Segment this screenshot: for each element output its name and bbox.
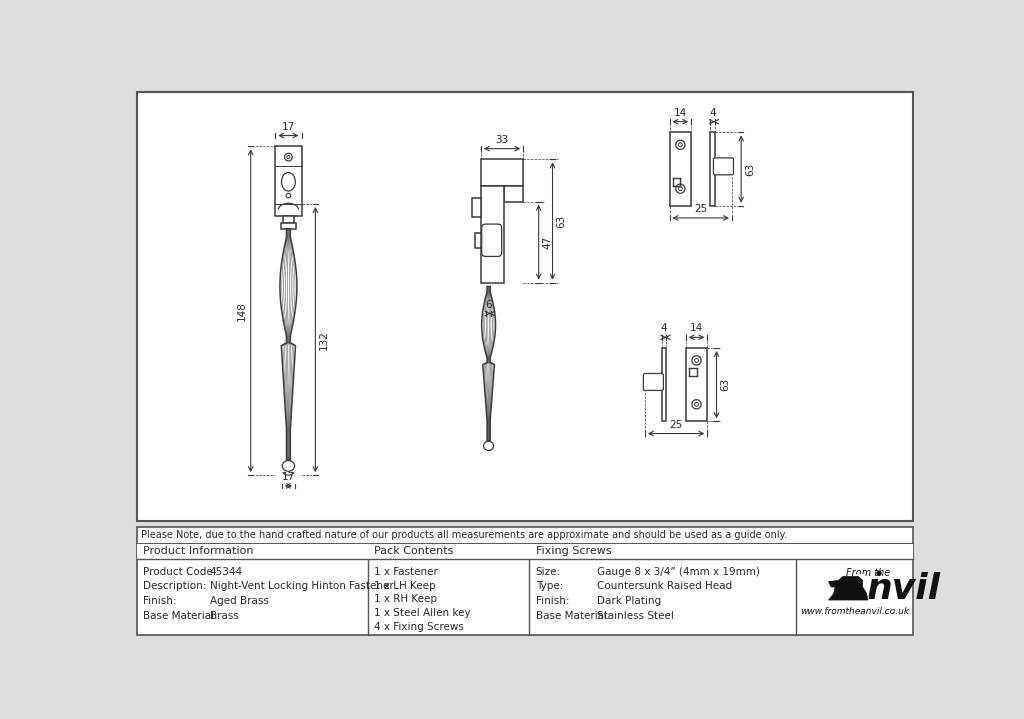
Text: Brass: Brass: [210, 610, 239, 620]
Polygon shape: [280, 229, 297, 459]
Text: 6: 6: [485, 300, 492, 310]
FancyBboxPatch shape: [714, 158, 733, 175]
Text: 17: 17: [282, 472, 295, 482]
Text: 4: 4: [710, 108, 716, 118]
Text: Type:: Type:: [536, 582, 563, 592]
Text: Night-Vent Locking Hinton Fastener: Night-Vent Locking Hinton Fastener: [210, 582, 393, 592]
Text: 33: 33: [496, 134, 509, 145]
Text: Description:: Description:: [143, 582, 206, 592]
Text: 63: 63: [720, 378, 730, 391]
Bar: [137, 527, 912, 544]
Text: Finish:: Finish:: [143, 596, 176, 606]
Bar: [281, 224, 296, 229]
Text: Product Information: Product Information: [143, 546, 253, 557]
Bar: [662, 348, 667, 421]
Text: Size:: Size:: [536, 567, 561, 577]
Bar: [137, 544, 912, 636]
Bar: [275, 147, 301, 216]
Text: 14: 14: [674, 108, 687, 118]
Text: 1 x LH Keep: 1 x LH Keep: [374, 581, 435, 590]
Text: Finish:: Finish:: [536, 596, 569, 606]
Text: 63: 63: [556, 214, 566, 228]
Text: Please Note, due to the hand crafted nature of our products all measurements are: Please Note, due to the hand crafted nat…: [141, 530, 787, 540]
Bar: [481, 160, 523, 186]
Ellipse shape: [483, 441, 494, 451]
Bar: [670, 132, 691, 206]
Text: Stainless Steel: Stainless Steel: [597, 610, 674, 620]
Text: 25: 25: [670, 420, 683, 430]
Text: 4: 4: [660, 324, 668, 334]
Bar: [481, 186, 504, 283]
Text: www.fromtheanvil.co.uk: www.fromtheanvil.co.uk: [800, 607, 909, 615]
Text: 25: 25: [694, 204, 708, 214]
Text: 4 x Fixing Screws: 4 x Fixing Screws: [374, 622, 464, 632]
Text: From the: From the: [846, 567, 890, 577]
Text: 1 x RH Keep: 1 x RH Keep: [374, 595, 437, 605]
Bar: [283, 216, 294, 224]
Polygon shape: [828, 577, 867, 600]
Ellipse shape: [282, 173, 295, 191]
Bar: [711, 132, 715, 206]
Text: nvil: nvil: [866, 572, 941, 606]
Text: 45344: 45344: [210, 567, 243, 577]
Text: ●: ●: [876, 569, 882, 575]
Bar: [137, 544, 912, 559]
Text: Pack Contents: Pack Contents: [374, 546, 454, 557]
Text: Product Code:: Product Code:: [143, 567, 216, 577]
FancyBboxPatch shape: [643, 373, 664, 390]
FancyBboxPatch shape: [481, 224, 502, 257]
Text: Countersunk Raised Head: Countersunk Raised Head: [597, 582, 732, 592]
Bar: [504, 186, 523, 202]
Text: Fixing Screws: Fixing Screws: [536, 546, 611, 557]
Text: 14: 14: [690, 324, 703, 334]
Text: A: A: [844, 573, 871, 608]
Text: 132: 132: [319, 330, 329, 349]
Text: 17: 17: [282, 122, 295, 132]
Text: Gauge 8 x 3/4” (4mm x 19mm): Gauge 8 x 3/4” (4mm x 19mm): [597, 567, 760, 577]
Text: 148: 148: [237, 301, 247, 321]
Bar: [686, 348, 708, 421]
Polygon shape: [481, 286, 496, 441]
Text: Base Material:: Base Material:: [143, 610, 218, 620]
Text: 63: 63: [745, 162, 755, 175]
Ellipse shape: [283, 460, 295, 471]
Bar: [472, 198, 481, 217]
Text: Aged Brass: Aged Brass: [210, 596, 268, 606]
Text: Base Material:: Base Material:: [536, 610, 610, 620]
Text: 47: 47: [543, 236, 553, 249]
Text: 1 x Fastener: 1 x Fastener: [374, 567, 437, 577]
Bar: [475, 232, 481, 248]
Bar: [137, 93, 912, 521]
Text: Dark Plating: Dark Plating: [597, 596, 662, 606]
Text: 1 x Steel Allen key: 1 x Steel Allen key: [374, 608, 470, 618]
